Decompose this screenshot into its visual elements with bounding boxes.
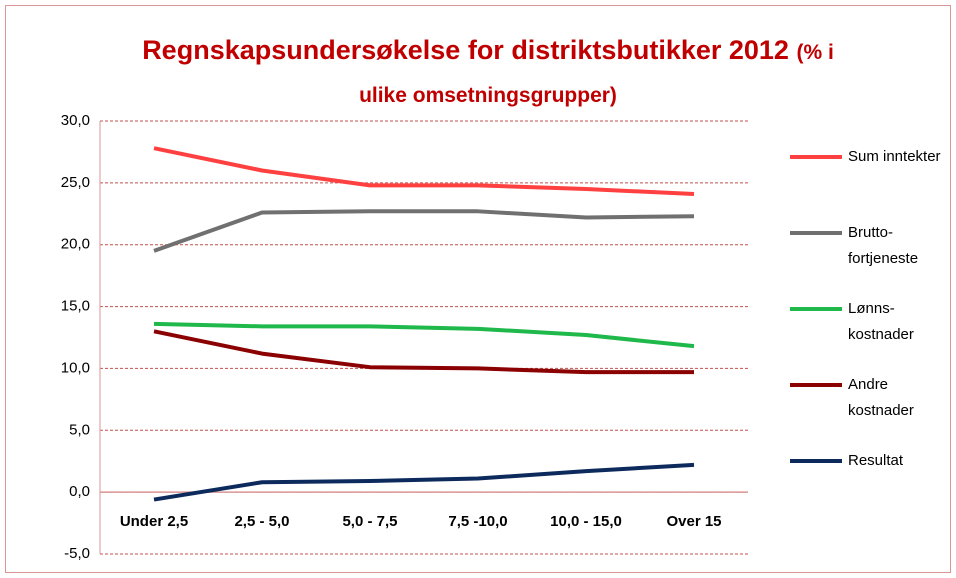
legend-label: Andre kostnader: [848, 376, 914, 419]
y-tick-label: 0,0: [69, 483, 90, 500]
series-line: [153, 462, 695, 502]
chart-title-block: Regnskapsundersøkelse for distriktsbutik…: [118, 30, 858, 116]
y-tick-label: 10,0: [61, 359, 90, 376]
y-tick-label: 15,0: [61, 298, 90, 315]
series-line: [153, 321, 695, 349]
chart-title: Regnskapsundersøkelse for distriktsbutik…: [142, 35, 789, 65]
series-line: [153, 146, 695, 196]
x-tick-label: 5,0 - 7,5: [342, 513, 397, 530]
series-line: [153, 209, 695, 253]
legend-label: Resultat: [848, 452, 904, 469]
y-tick-label: 30,0: [61, 112, 90, 129]
y-tick-label: 25,0: [61, 174, 90, 191]
x-tick-label: Over 15: [666, 513, 721, 530]
legend-label: Brutto-fortjeneste: [848, 224, 919, 267]
y-tick-label: 5,0: [69, 421, 90, 438]
y-tick-label: -5,0: [64, 545, 90, 562]
chart-subtitle: (% i ulike omsetningsgrupper): [359, 41, 834, 107]
legend-label: Sum inntekter: [848, 148, 941, 165]
y-tick-label: 20,0: [61, 236, 90, 253]
x-tick-label: 7,5 -10,0: [448, 513, 507, 530]
legend-label: Lønns-kostnader: [848, 300, 914, 343]
x-tick-label: 10,0 - 15,0: [550, 513, 622, 530]
x-tick-label: Under 2,5: [120, 513, 188, 530]
series-line: [153, 329, 694, 375]
x-tick-label: 2,5 - 5,0: [234, 513, 289, 530]
